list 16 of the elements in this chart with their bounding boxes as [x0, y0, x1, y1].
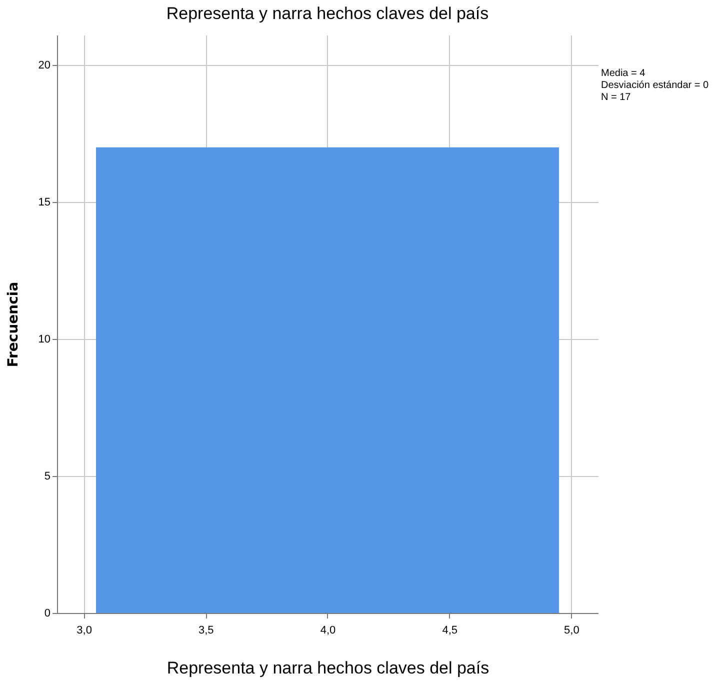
x-tick-label: 4,0	[320, 624, 336, 636]
y-tick-label: 10	[38, 334, 50, 346]
y-axis-title: Frecuencia	[5, 282, 22, 368]
text: N = 17	[601, 92, 632, 103]
x-tick-label: 3,5	[198, 624, 214, 636]
y-tick-label: 5	[44, 470, 50, 483]
y-tick-label: 15	[38, 196, 50, 209]
text: Desviación estándar = 0	[601, 80, 709, 91]
x-tick-label: 3,0	[76, 624, 92, 636]
chart-title: Representa y narra hechos claves del país	[166, 4, 489, 23]
x-tick-label: 5,0	[564, 624, 580, 636]
y-tick-label: 0	[44, 608, 50, 620]
y-tick-label: 20	[38, 60, 50, 72]
x-axis-title: Representa y narra hechos claves del país	[166, 658, 490, 678]
x-tick-label: 4,5	[442, 624, 458, 636]
text: Media = 4	[601, 68, 646, 79]
